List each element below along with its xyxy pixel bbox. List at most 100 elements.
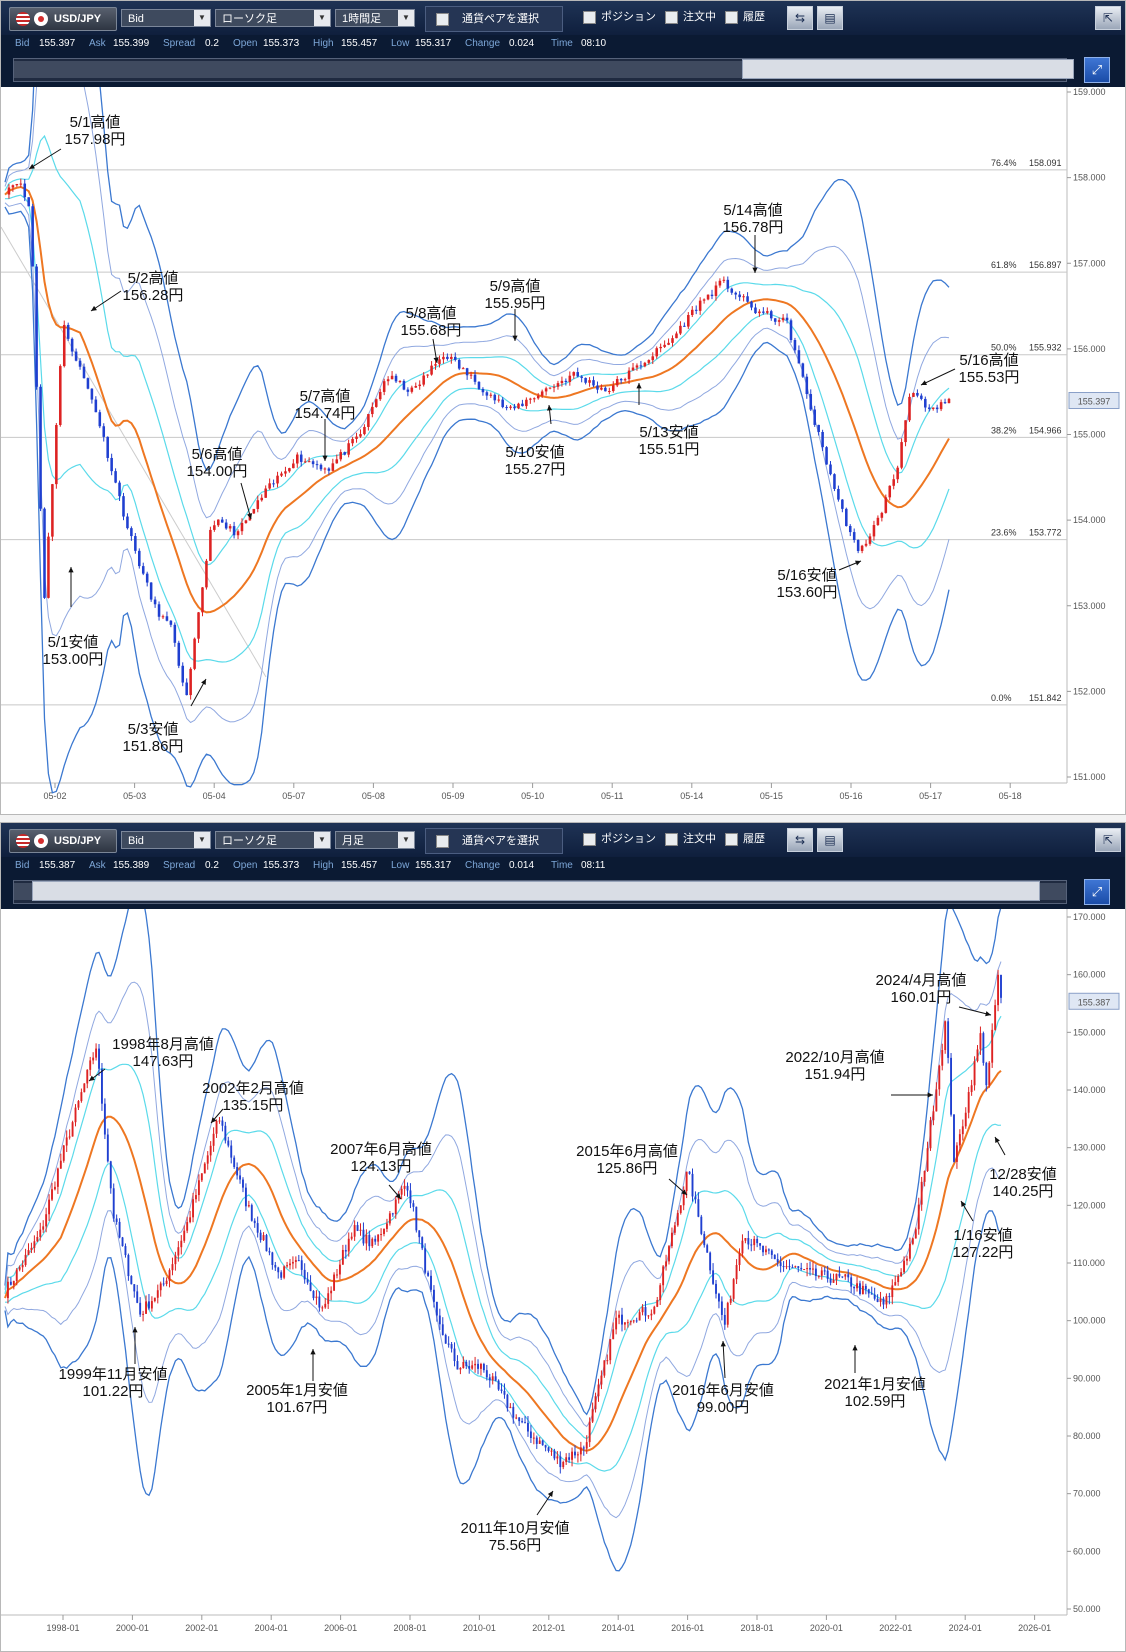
- annotation-arrow-head: [961, 1201, 967, 1207]
- candle-body: [683, 325, 686, 327]
- candle-body: [114, 471, 117, 483]
- annotation-price: 155.53円: [959, 369, 1020, 386]
- candle-body: [706, 1245, 709, 1253]
- fibonacci-price-label: 154.966: [1029, 425, 1062, 435]
- candle-body: [138, 550, 141, 567]
- candle-body: [562, 1461, 565, 1468]
- candle-body: [126, 516, 129, 529]
- pair-select-checkbox[interactable]: [436, 13, 449, 26]
- bid-label: Bid: [15, 860, 30, 871]
- orders-checkbox[interactable]: [665, 833, 678, 846]
- orders-label: 注文中: [683, 833, 716, 845]
- chevron-down-icon: ▼: [194, 10, 210, 26]
- candle-body: [145, 573, 149, 583]
- candle-body: [294, 1260, 297, 1262]
- candle-body: [820, 1270, 823, 1276]
- timeframe-select[interactable]: 1時間足 ▼: [335, 9, 415, 27]
- chart-switch-icon[interactable]: ⇆: [787, 6, 813, 30]
- price-side-value: Bid: [128, 835, 144, 847]
- candle-body: [623, 1322, 626, 1325]
- candle-body: [159, 1283, 162, 1291]
- candle-body: [35, 266, 38, 387]
- candle-body: [706, 294, 710, 300]
- moving-average-line: [4, 1069, 1002, 1452]
- low-value: 155.317: [415, 38, 452, 49]
- candle-body: [500, 1389, 503, 1391]
- candle-body: [218, 1120, 221, 1122]
- price-side-select[interactable]: Bid ▼: [121, 9, 211, 27]
- jp-flag-icon: [34, 834, 48, 848]
- candle-body: [781, 317, 785, 321]
- candle-body: [1000, 974, 1002, 998]
- zoom-fit-icon[interactable]: ⤢: [1084, 879, 1110, 905]
- candle-body: [27, 1250, 30, 1255]
- candle-body: [765, 1249, 767, 1253]
- candle-body: [552, 386, 556, 388]
- price-side-value: Bid: [128, 13, 144, 25]
- candle-body: [174, 1255, 177, 1265]
- time-navigator[interactable]: [13, 58, 1074, 82]
- candle-body: [548, 387, 552, 389]
- timeframe-select[interactable]: 月足 ▼: [335, 831, 415, 849]
- candle-body: [559, 1456, 562, 1468]
- chart-type-select[interactable]: ローソク足 ▼: [215, 831, 331, 849]
- candle-body: [509, 406, 512, 408]
- candle-body: [876, 1298, 879, 1302]
- candle-body: [195, 1195, 197, 1200]
- price-tick-label: 155.000: [1073, 430, 1106, 440]
- candle-body: [793, 340, 797, 351]
- collapse-icon[interactable]: ⇱: [1095, 828, 1121, 852]
- chart-settings-icon[interactable]: ▤: [817, 6, 843, 30]
- candle-body: [529, 398, 532, 400]
- zoom-fit-icon[interactable]: ⤢: [1084, 57, 1110, 83]
- chart-type-select[interactable]: ローソク足 ▼: [215, 9, 331, 27]
- navigator-selection[interactable]: [742, 59, 1074, 79]
- chevron-down-icon: ▼: [398, 10, 414, 26]
- chart-settings-icon[interactable]: ▤: [817, 828, 843, 852]
- position-checkbox[interactable]: [583, 11, 596, 24]
- position-checkbox[interactable]: [583, 833, 596, 846]
- candle-body: [947, 398, 951, 404]
- time-tick-label: 2006-01: [324, 1623, 357, 1633]
- candle-body: [597, 1384, 600, 1397]
- time-navigator[interactable]: [13, 880, 1067, 904]
- annotation-arrow-line: [958, 1006, 992, 1016]
- candle-body: [694, 309, 698, 311]
- annotation-arrow-head: [91, 305, 97, 311]
- candle-body: [722, 279, 726, 281]
- pair-select-box[interactable]: 通貨ペアを選択: [425, 828, 563, 854]
- candle-body: [675, 333, 678, 339]
- candle-body: [568, 1457, 571, 1460]
- candle-body: [277, 1267, 280, 1273]
- candle-body: [596, 385, 599, 390]
- annotation-price: 154.00円: [187, 463, 248, 480]
- candle-body: [908, 396, 911, 421]
- candle-body: [324, 1303, 327, 1308]
- time-tick-label: 2022-01: [879, 1623, 912, 1633]
- collapse-icon[interactable]: ⇱: [1095, 6, 1121, 30]
- current-price-tag: [1068, 392, 1120, 410]
- time-tick-label: 1998-01: [46, 1623, 79, 1633]
- navigator-selection[interactable]: [32, 881, 1040, 901]
- orders-checkbox[interactable]: [665, 11, 678, 24]
- candle-body: [873, 1294, 876, 1299]
- candle-body: [343, 452, 346, 455]
- candle-body: [653, 1306, 656, 1314]
- history-checkbox[interactable]: [725, 11, 738, 24]
- annotation-arrow-head: [752, 267, 758, 273]
- candle-body: [197, 1180, 200, 1196]
- currency-pair-button[interactable]: USD/JPY: [9, 7, 117, 31]
- price-side-select[interactable]: Bid ▼: [121, 831, 211, 849]
- candle-body: [53, 1186, 56, 1190]
- change-value: 0.014: [509, 860, 535, 871]
- candle-body: [916, 392, 919, 396]
- currency-pair-button[interactable]: USD/JPY: [9, 829, 117, 853]
- pair-select-box[interactable]: 通貨ペアを選択: [425, 6, 563, 32]
- chevron-down-icon: ▼: [398, 832, 414, 848]
- candle-body: [872, 525, 876, 537]
- bid-label: Bid: [15, 38, 30, 49]
- chart-switch-icon[interactable]: ⇆: [787, 828, 813, 852]
- pair-select-checkbox[interactable]: [436, 835, 449, 848]
- candle-body: [205, 560, 208, 588]
- history-checkbox[interactable]: [725, 833, 738, 846]
